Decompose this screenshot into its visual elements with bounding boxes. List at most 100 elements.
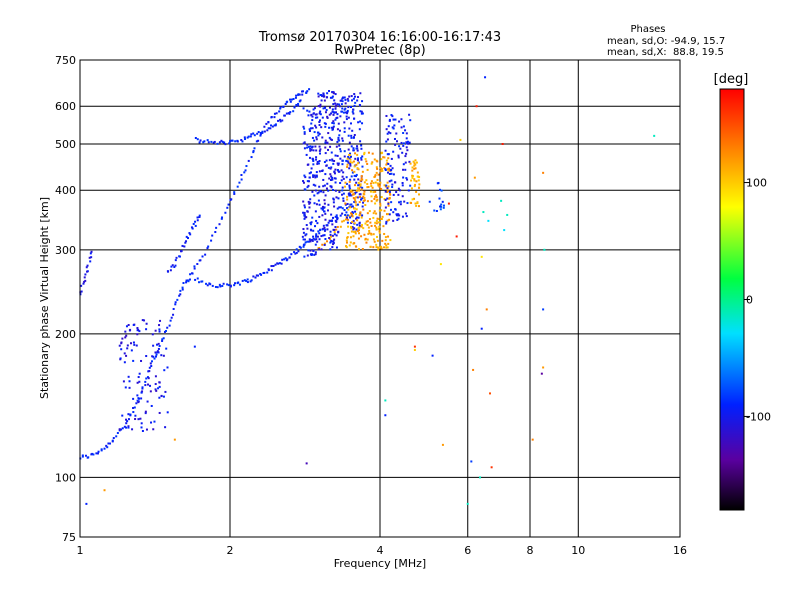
echo-point: [215, 226, 218, 229]
echo-point: [310, 253, 313, 256]
echo-point: [379, 181, 382, 184]
echo-point: [310, 221, 313, 224]
echo-point: [224, 211, 227, 214]
echo-point: [313, 253, 316, 256]
echo-point: [318, 124, 321, 127]
echo-point: [144, 412, 147, 415]
echo-point: [181, 244, 184, 247]
echo-point: [372, 191, 375, 194]
echo-point: [329, 179, 332, 182]
echo-point: [221, 140, 224, 143]
y-tick-label: 100: [55, 471, 76, 484]
echo-point: [394, 118, 397, 121]
echo-point: [326, 182, 329, 185]
echo-point: [129, 413, 132, 416]
echo-point: [316, 131, 319, 134]
echo-point: [196, 216, 199, 219]
echo-point: [314, 225, 317, 228]
echo-point: [308, 172, 311, 175]
echo-point: [330, 151, 333, 154]
echo-point: [328, 126, 331, 129]
echo-point: [280, 262, 283, 265]
echo-point: [397, 193, 400, 196]
echo-point: [441, 200, 444, 203]
echo-point: [328, 177, 331, 180]
echo-point: [126, 420, 129, 423]
echo-point: [376, 198, 379, 201]
echo-point: [346, 195, 349, 198]
echo-point: [241, 140, 244, 143]
echo-point: [357, 216, 360, 219]
echo-point: [375, 196, 378, 199]
echo-point: [311, 115, 314, 118]
echo-point: [360, 198, 363, 201]
echo-point: [375, 199, 378, 202]
echo-point: [368, 232, 371, 235]
echo-point: [310, 122, 313, 125]
echo-point: [385, 246, 388, 249]
echo-point: [148, 366, 151, 369]
echo-point: [147, 383, 150, 386]
echo-point: [120, 341, 123, 344]
echo-point: [185, 240, 188, 243]
echo-point: [353, 227, 356, 230]
echo-point: [466, 502, 469, 505]
echo-point: [401, 215, 404, 218]
echo-point: [238, 181, 241, 184]
echo-point: [207, 141, 210, 144]
y-tick-label: 750: [55, 54, 76, 67]
echo-point: [334, 226, 337, 229]
echo-point: [219, 285, 222, 288]
echo-point: [342, 199, 345, 202]
echo-point: [137, 401, 140, 404]
phase-stats-o: mean, sd,O: -94.9, 15.7: [607, 36, 725, 47]
echo-point: [372, 181, 375, 184]
echo-point: [309, 201, 312, 204]
echo-point: [370, 195, 373, 198]
echo-point: [303, 206, 306, 209]
echo-point: [362, 227, 365, 230]
echo-point: [218, 141, 221, 144]
echo-point: [363, 181, 366, 184]
echo-point: [330, 126, 333, 129]
echo-point: [401, 181, 404, 184]
echo-point: [489, 392, 492, 395]
echo-point: [350, 95, 353, 98]
echo-point: [211, 284, 214, 287]
echo-point: [388, 119, 391, 122]
echo-point: [125, 334, 128, 337]
echo-point: [386, 187, 389, 190]
echo-point: [342, 171, 345, 174]
echo-point: [346, 221, 349, 224]
echo-point: [383, 209, 386, 212]
echo-point: [306, 143, 309, 146]
echo-point: [244, 169, 247, 172]
echo-point: [159, 319, 162, 322]
echo-point: [375, 212, 378, 215]
echo-point: [355, 189, 358, 192]
echo-point: [233, 284, 236, 287]
echo-point: [267, 121, 270, 124]
echo-point: [303, 147, 306, 150]
echo-point: [252, 149, 255, 152]
x-tick-label: 2: [227, 544, 234, 557]
echo-point: [387, 202, 390, 205]
echo-point: [387, 167, 390, 170]
echo-point: [324, 194, 327, 197]
echo-point: [343, 155, 346, 158]
echo-point: [270, 124, 273, 127]
echo-point: [388, 196, 391, 199]
echo-point: [396, 218, 399, 221]
echo-point: [100, 448, 103, 451]
echo-point: [299, 99, 302, 102]
echo-point: [397, 217, 400, 220]
echo-point: [355, 181, 358, 184]
echo-point: [352, 219, 355, 222]
echo-point: [341, 175, 344, 178]
echo-point: [153, 420, 156, 423]
echo-point: [315, 171, 318, 174]
echo-point: [150, 360, 153, 363]
echo-point: [404, 129, 407, 132]
echo-point: [487, 219, 490, 222]
echo-point: [316, 160, 319, 163]
